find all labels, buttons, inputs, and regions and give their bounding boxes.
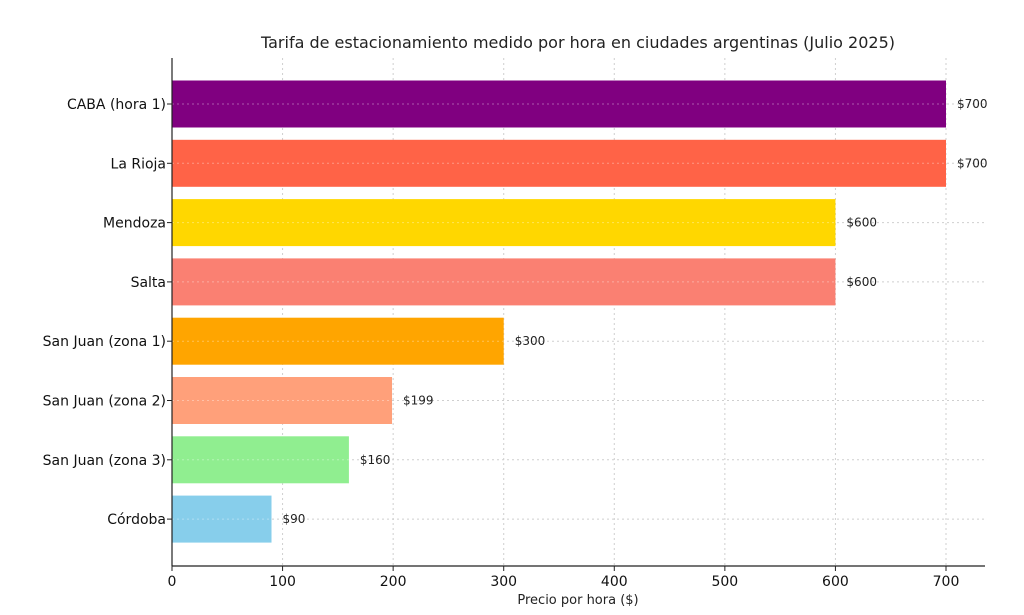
grid-lines	[172, 58, 985, 566]
value-label: $199	[403, 394, 434, 408]
y-category-label: La Rioja	[111, 156, 166, 172]
bar	[172, 139, 946, 187]
chart-title: Tarifa de estacionamiento medido por hor…	[260, 33, 895, 52]
bar	[172, 377, 393, 424]
y-category-label: Mendoza	[103, 216, 166, 232]
x-tick-label: 500	[711, 574, 738, 590]
x-tick-label: 0	[168, 574, 177, 590]
y-category-label: CABA (hora 1)	[67, 97, 166, 113]
y-category-label: Córdoba	[107, 512, 166, 528]
x-tick-label: 600	[822, 574, 849, 590]
value-label: $600	[846, 275, 877, 289]
y-category-label: San Juan (zona 2)	[43, 394, 166, 410]
x-axis-label: Precio por hora ($)	[517, 593, 638, 608]
y-category-label: Salta	[131, 275, 166, 291]
value-label: $700	[957, 156, 988, 170]
value-label: $700	[957, 97, 988, 111]
y-category-label: San Juan (zona 1)	[43, 334, 166, 350]
axes	[167, 58, 985, 571]
value-labels: $700 $700 $600 $600 $300 $199 $160 $90	[283, 97, 988, 526]
bar	[172, 436, 349, 484]
bar	[172, 258, 836, 306]
bar	[172, 317, 504, 365]
value-label: $600	[846, 216, 877, 230]
bars-group	[172, 80, 946, 543]
x-tick-labels: 0 100 200 300 400 500 600 700	[168, 574, 960, 590]
x-tick-label: 400	[601, 574, 628, 590]
bar	[172, 80, 946, 128]
y-category-label: San Juan (zona 3)	[43, 453, 166, 469]
bar	[172, 199, 836, 247]
x-tick-label: 100	[269, 574, 296, 590]
bar	[172, 495, 272, 543]
value-label: $90	[283, 512, 306, 526]
x-tick-label: 300	[490, 574, 517, 590]
value-label: $300	[515, 334, 546, 348]
x-tick-label: 700	[933, 574, 960, 590]
y-category-labels: CABA (hora 1) La Rioja Mendoza Salta San Jua…	[43, 97, 166, 528]
value-label: $160	[360, 453, 391, 467]
x-tick-label: 200	[380, 574, 407, 590]
